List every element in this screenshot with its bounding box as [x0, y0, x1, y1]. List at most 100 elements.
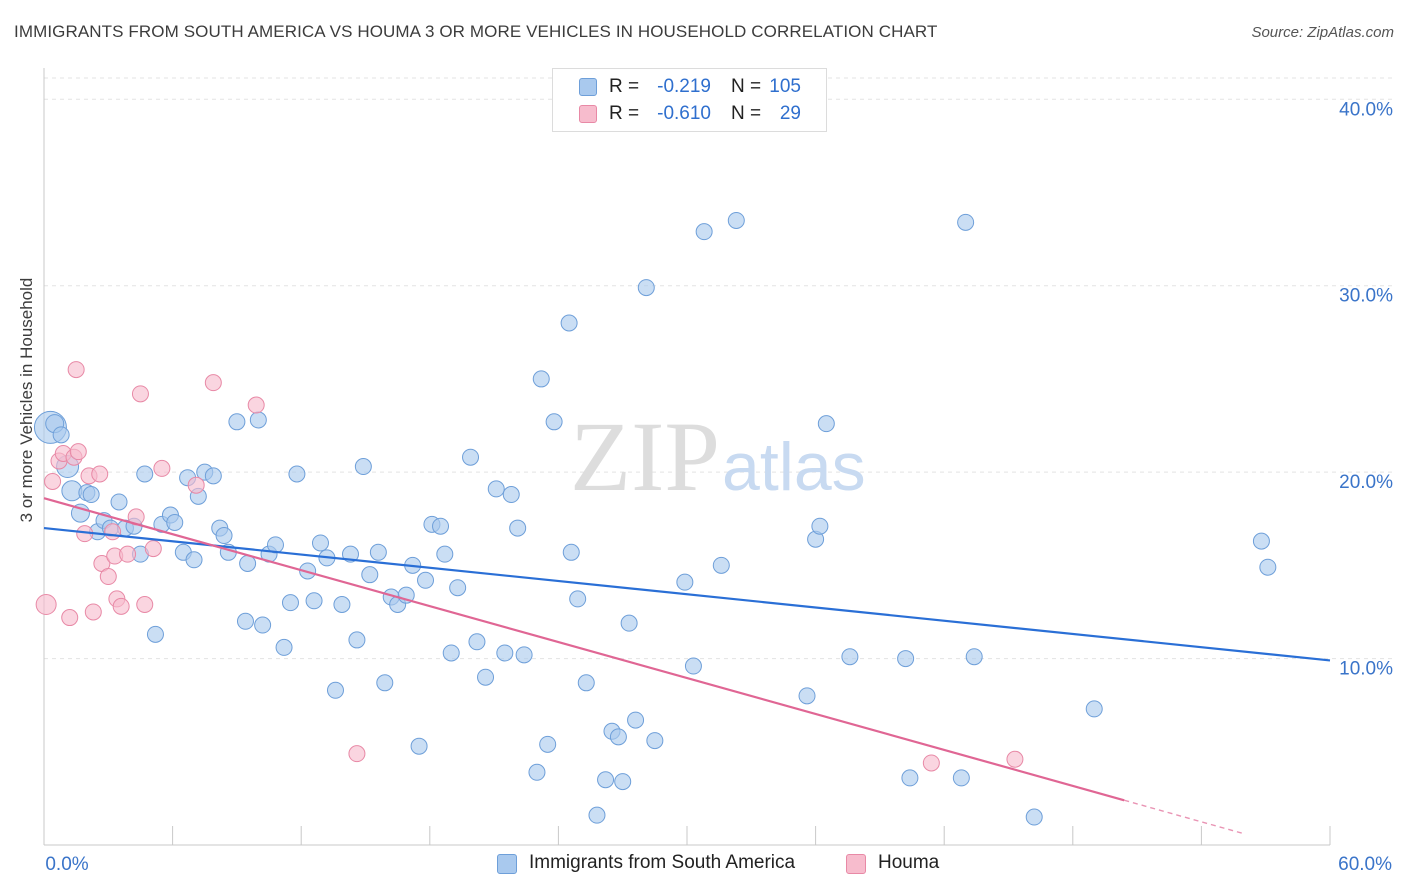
- houma-point: [35, 594, 57, 616]
- houma-point: [204, 374, 222, 392]
- south-america-point: [166, 513, 184, 531]
- south-america-point: [468, 633, 486, 651]
- source-credit: Source: ZipAtlas.com: [1251, 24, 1394, 41]
- houma-point: [99, 568, 117, 586]
- south-america-point: [597, 771, 615, 789]
- houma-point: [922, 754, 940, 772]
- south-america-point: [545, 413, 563, 431]
- south-america-point: [1025, 808, 1043, 826]
- y-tick-label: 10.0%: [1339, 659, 1393, 680]
- chart-title: IMMIGRANTS FROM SOUTH AMERICA VS HOUMA 3…: [14, 22, 938, 41]
- south-america-point: [275, 638, 293, 656]
- trend-layer: [43, 497, 1331, 835]
- south-america-point: [897, 650, 915, 668]
- south-america-point: [502, 486, 520, 504]
- houma-point: [153, 459, 171, 477]
- south-america-point: [333, 596, 351, 614]
- south-america-point: [509, 519, 527, 537]
- legend-swatch-houma: [846, 854, 866, 874]
- y-tick-label: 20.0%: [1339, 472, 1393, 493]
- south-america-point: [609, 728, 627, 746]
- x-tick-label: 0.0%: [45, 854, 88, 875]
- south-america-point: [965, 648, 983, 666]
- south-america-point: [901, 769, 919, 787]
- south-america-point: [436, 545, 454, 563]
- houma-swatch: [579, 105, 597, 123]
- houma-point: [112, 597, 130, 615]
- y-tick-label: 30.0%: [1339, 286, 1393, 307]
- n-value: 105: [769, 76, 801, 97]
- south-america-point: [354, 458, 372, 476]
- houma-point: [104, 523, 122, 541]
- r-value: -0.219: [657, 76, 711, 97]
- south-america-point: [146, 625, 164, 643]
- south-america-point: [110, 493, 128, 511]
- n-label: N =: [731, 103, 762, 124]
- south-america-point: [228, 413, 246, 431]
- south-america-point: [712, 556, 730, 574]
- stats-row-houma: R = -0.610 N = 29: [553, 101, 826, 129]
- legend-swatch-south-america: [497, 854, 517, 874]
- r-label: R =: [609, 103, 640, 124]
- legend-label: Immigrants from South America: [529, 852, 796, 873]
- south-america-point: [695, 223, 713, 241]
- south-america-point: [410, 737, 428, 755]
- south-america-point: [560, 314, 578, 332]
- south-america-point: [539, 735, 557, 753]
- south-america-point: [82, 486, 100, 504]
- south-america-point: [477, 668, 495, 686]
- chart-legend: Immigrants from South America Houma: [0, 852, 1406, 878]
- points-layer: [33, 211, 1277, 826]
- y-tick-label: 40.0%: [1339, 99, 1393, 120]
- tick-label-layer: 10.0% 20.0% 30.0% 40.0% 0.0% 60.0%: [45, 99, 1393, 875]
- houma-point: [44, 472, 62, 490]
- n-value: 29: [779, 103, 801, 124]
- south-america-point: [627, 711, 645, 729]
- south-america-point: [841, 648, 859, 666]
- south-america-trend-line: [43, 526, 1331, 662]
- south-america-point: [562, 543, 580, 561]
- watermark-atlas: atlas: [722, 429, 866, 505]
- houma-point: [69, 443, 87, 461]
- houma-trend-line: [43, 497, 1125, 802]
- south-america-point: [136, 465, 154, 483]
- south-america-point: [462, 448, 480, 466]
- south-america-point: [487, 480, 505, 498]
- south-america-point: [515, 646, 533, 664]
- houma-point: [91, 465, 109, 483]
- south-america-point: [361, 566, 379, 584]
- south-america-point: [957, 213, 975, 231]
- south-america-point: [376, 674, 394, 692]
- south-america-point: [676, 573, 694, 591]
- houma-trend-extension: [1124, 799, 1245, 835]
- south-america-point: [496, 644, 514, 662]
- south-america-point: [215, 527, 233, 545]
- south-america-point: [52, 426, 70, 444]
- south-america-point: [254, 616, 272, 634]
- legend-label: Houma: [878, 852, 940, 873]
- r-label: R =: [609, 76, 640, 97]
- south-america-point: [326, 681, 344, 699]
- south-america-point: [185, 551, 203, 569]
- n-label: N =: [731, 76, 762, 97]
- south-america-point: [620, 614, 638, 632]
- south-america-point: [646, 732, 664, 750]
- south-america-point: [811, 517, 829, 535]
- south-america-point: [305, 592, 323, 610]
- south-america-point: [798, 687, 816, 705]
- south-america-point: [727, 211, 745, 229]
- south-america-point: [1252, 532, 1270, 550]
- south-america-point: [204, 467, 222, 485]
- south-america-point: [249, 411, 267, 429]
- stats-row-south-america: R = -0.219 N = 105: [553, 74, 826, 102]
- south-america-point: [569, 590, 587, 608]
- south-america-point: [432, 517, 450, 535]
- south-america-swatch: [579, 78, 597, 96]
- south-america-point: [348, 631, 366, 649]
- south-america-point: [417, 571, 435, 589]
- houma-point: [348, 745, 366, 763]
- axes-layer: [43, 68, 1331, 846]
- south-america-point: [637, 279, 655, 297]
- south-america-point: [588, 806, 606, 824]
